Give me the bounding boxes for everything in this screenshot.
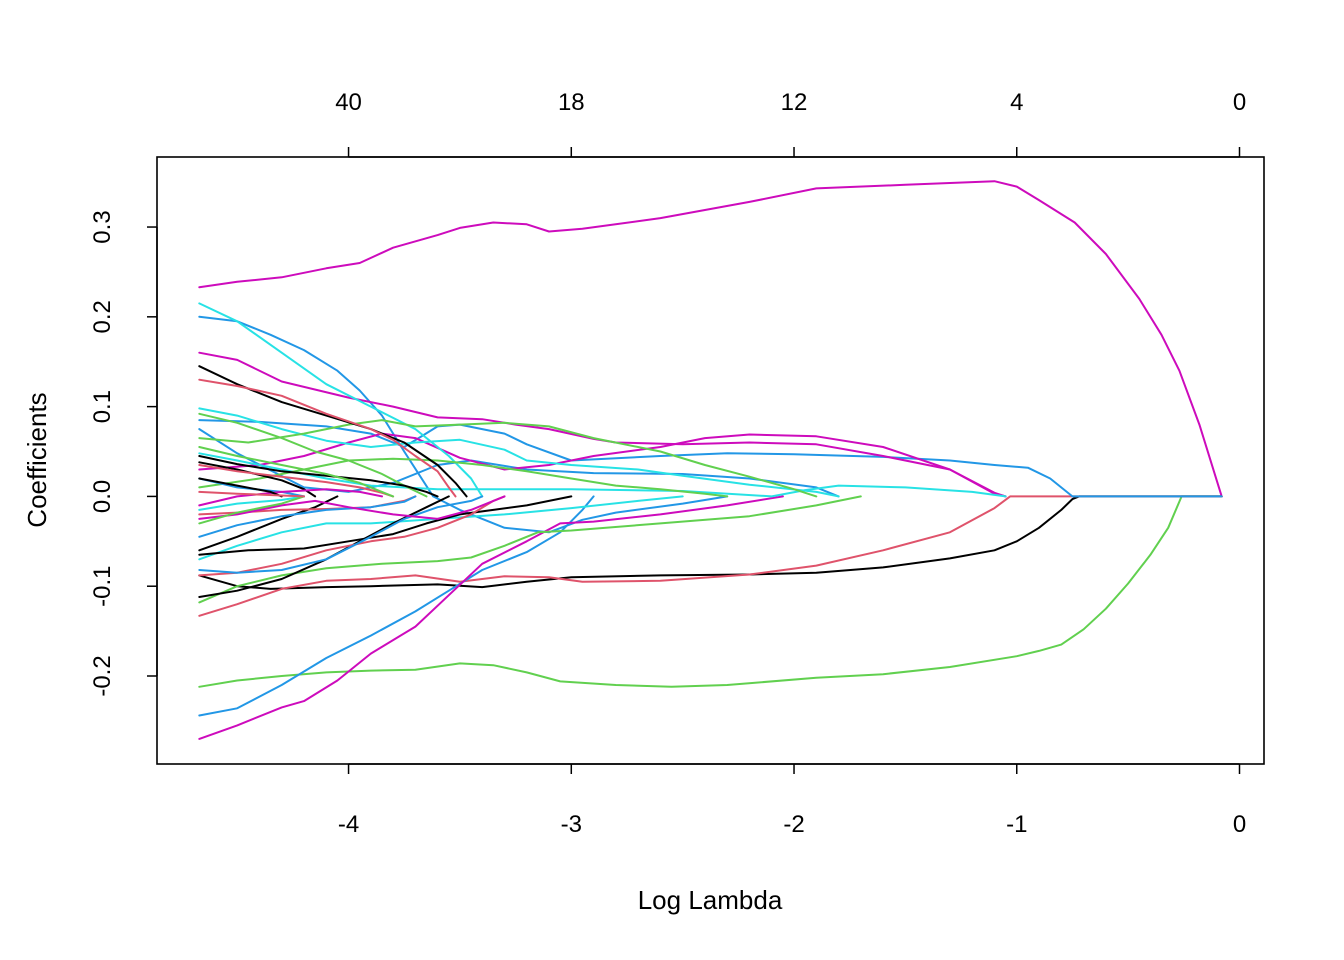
coefficient-path-9 — [198, 419, 1223, 498]
coefficient-path-19 — [198, 495, 862, 604]
top-tick-label: 12 — [781, 89, 808, 116]
coefficient-path-7 — [198, 495, 784, 740]
y-tick-label: -0.2 — [89, 655, 116, 696]
coefficient-path-31 — [198, 495, 484, 574]
coefficient-path-16 — [198, 412, 428, 498]
coefficient-path-21 — [198, 455, 439, 498]
coefficient-path-36 — [198, 446, 395, 498]
x-tick-label: -4 — [338, 811, 359, 838]
y-tick-label: 0.3 — [89, 210, 116, 243]
coefficient-path-5 — [198, 315, 729, 534]
y-axis: -0.2 -0.1 0.0 0.1 0.2 0.3 — [89, 210, 158, 697]
coefficient-path-39 — [198, 490, 305, 498]
y-tick-label: 0.0 — [89, 480, 116, 513]
coefficient-path-15 — [198, 495, 684, 561]
y-axis-title: Coefficients — [22, 392, 52, 527]
top-axis: 40 18 12 4 0 — [335, 89, 1246, 158]
x-axis: -4 -3 -2 -1 0 — [338, 763, 1246, 838]
top-tick-label: 0 — [1233, 89, 1246, 116]
coefficient-path-33 — [198, 495, 506, 520]
x-tick-label: 0 — [1233, 811, 1246, 838]
coefficient-path-4 — [198, 495, 1223, 617]
coefficient-path-30 — [198, 495, 417, 538]
coefficient-path-2 — [198, 495, 1223, 688]
coefficient-path-37 — [198, 495, 305, 525]
top-tick-label: 40 — [335, 89, 362, 116]
coefficient-path-35 — [198, 495, 305, 511]
coefficient-path-3 — [198, 495, 1223, 590]
coefficient-path-13 — [198, 407, 840, 498]
coefficient-path-12 — [198, 302, 484, 498]
coefficient-path-1 — [198, 180, 1223, 498]
coefficient-path-23 — [198, 495, 573, 556]
top-tick-label: 4 — [1010, 89, 1023, 116]
coefficient-path-11 — [198, 432, 1007, 498]
x-tick-label: -3 — [561, 811, 582, 838]
y-tick-label: 0.2 — [89, 300, 116, 333]
coefficient-path-10 — [198, 351, 1007, 498]
x-tick-label: -1 — [1006, 811, 1027, 838]
series-layer — [198, 180, 1223, 740]
coefficient-path-22 — [198, 495, 339, 552]
coefficient-path-17 — [198, 419, 818, 498]
x-tick-label: -2 — [783, 811, 804, 838]
top-tick-label: 18 — [558, 89, 585, 116]
y-tick-label: 0.1 — [89, 390, 116, 423]
y-tick-label: -0.1 — [89, 566, 116, 607]
coefficient-path-38 — [198, 477, 283, 498]
coefficient-path-26 — [198, 378, 457, 498]
coefficient-path-34 — [198, 488, 383, 507]
x-axis-title: Log Lambda — [638, 885, 783, 915]
coefficient-path-28 — [198, 495, 506, 577]
coefficient-path-6 — [198, 495, 595, 717]
coefficient-path-25 — [198, 461, 317, 498]
